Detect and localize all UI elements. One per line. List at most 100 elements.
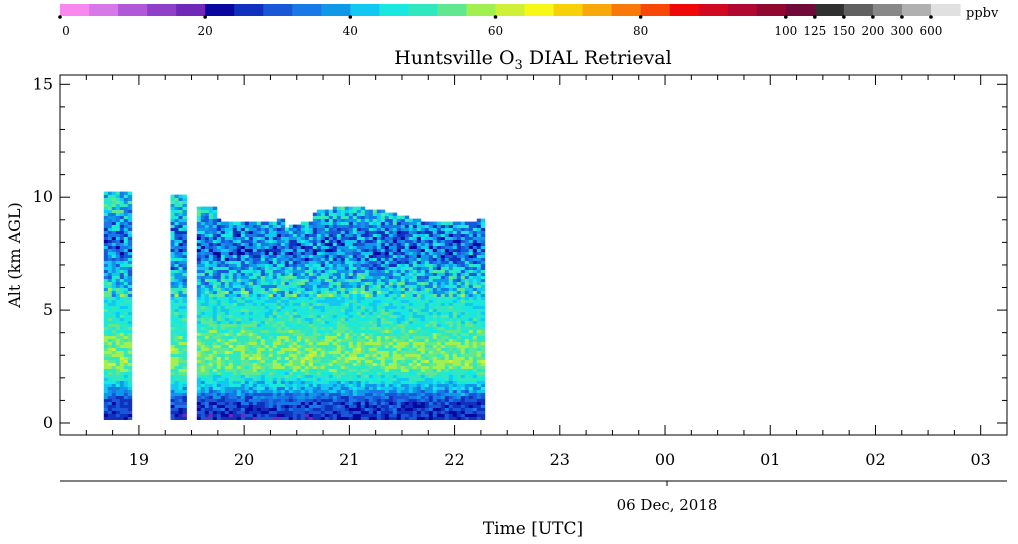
curtain-cell: [200, 356, 206, 360]
curtain-cell: [340, 368, 346, 372]
curtain-cell: [216, 269, 222, 273]
curtain-cell: [264, 263, 270, 267]
curtain-cell: [119, 368, 125, 372]
colorbar-tick: [929, 15, 933, 19]
curtain-cell: [308, 350, 314, 354]
curtain-cell: [236, 341, 242, 345]
colorbar: [60, 4, 961, 16]
curtain-cell: [372, 341, 378, 345]
curtain-cell: [424, 386, 430, 390]
curtain-cell: [400, 236, 406, 240]
curtain-cell: [196, 206, 202, 210]
curtain-cell: [268, 290, 274, 294]
curtain-cell: [384, 245, 390, 249]
curtain-cell: [216, 395, 222, 399]
curtain-cell: [200, 260, 206, 264]
curtain-cell: [432, 401, 438, 405]
curtain-cell: [252, 311, 258, 315]
curtain-cell: [364, 296, 370, 300]
curtain-cell: [216, 263, 222, 267]
curtain-cell: [348, 215, 354, 219]
curtain-cell: [412, 365, 418, 369]
curtain-cell: [372, 413, 378, 417]
curtain-cell: [436, 347, 442, 351]
curtain-cell: [300, 410, 306, 414]
curtain-cell: [248, 314, 254, 318]
curtain-cell: [332, 206, 338, 210]
curtain-cell: [115, 371, 121, 375]
curtain-cell: [396, 380, 402, 384]
curtain-cell: [208, 293, 214, 297]
curtain-cell: [260, 254, 266, 258]
curtain-cell: [344, 254, 350, 258]
colorbar-swatch: [553, 4, 584, 16]
curtain-cell: [216, 392, 222, 396]
curtain-cell: [400, 359, 406, 363]
curtain-cell: [107, 401, 113, 405]
curtain-cell: [332, 239, 338, 243]
curtain-cell: [432, 359, 438, 363]
curtain-cell: [396, 329, 402, 333]
curtain-cell: [360, 389, 366, 393]
curtain-cell: [420, 338, 426, 342]
curtain-cell: [216, 413, 222, 417]
curtain-cell: [344, 326, 350, 330]
curtain-cell: [204, 341, 210, 345]
curtain-cell: [368, 416, 374, 420]
curtain-cell: [276, 389, 282, 393]
curtain-cell: [178, 335, 183, 339]
curtain-cell: [420, 230, 426, 234]
curtain-cell: [119, 413, 125, 417]
curtain-cell: [408, 260, 414, 264]
curtain-cell: [368, 308, 374, 312]
curtain-cell: [256, 284, 262, 288]
curtain-cell: [364, 326, 370, 330]
curtain-cell: [204, 275, 210, 279]
curtain-cell: [308, 299, 314, 303]
curtain-cell: [412, 329, 418, 333]
curtain-cell: [392, 335, 398, 339]
curtain-cell: [320, 374, 326, 378]
curtain-cell: [196, 245, 202, 249]
curtain-cell: [103, 194, 109, 198]
curtain-cell: [296, 299, 302, 303]
curtain-cell: [412, 287, 418, 291]
curtain-cell: [380, 395, 386, 399]
curtain-cell: [324, 386, 330, 390]
curtain-cell: [232, 287, 238, 291]
curtain-cell: [428, 380, 434, 384]
curtain-cell: [103, 224, 109, 228]
curtain-cell: [380, 293, 386, 297]
curtain-cell: [300, 347, 306, 351]
curtain-cell: [400, 275, 406, 279]
curtain-cell: [178, 320, 183, 324]
curtain-cell: [316, 347, 322, 351]
curtain-cell: [174, 311, 179, 315]
curtain-cell: [212, 218, 218, 222]
curtain-cell: [256, 380, 262, 384]
curtain-cell: [115, 233, 121, 237]
curtain-cell: [240, 323, 246, 327]
curtain-cell: [304, 365, 310, 369]
curtain-cell: [368, 212, 374, 216]
curtain-cell: [232, 410, 238, 414]
curtain-cell: [103, 230, 109, 234]
curtain-cell: [216, 365, 222, 369]
curtain-cell: [364, 299, 370, 303]
curtain-cell: [364, 263, 370, 267]
curtain-cell: [392, 269, 398, 273]
curtain-cell: [428, 275, 434, 279]
curtain-cell: [228, 245, 234, 249]
curtain-cell: [212, 368, 218, 372]
curtain-cell: [107, 326, 113, 330]
curtain-cell: [244, 266, 250, 270]
curtain-cell: [196, 389, 202, 393]
curtain-cell: [304, 296, 310, 300]
curtain-cell: [115, 302, 121, 306]
curtain-cell: [244, 380, 250, 384]
curtain-cell: [292, 287, 298, 291]
curtain-cell: [328, 266, 334, 270]
curtain-cell: [312, 263, 318, 267]
curtain-cell: [416, 242, 422, 246]
curtain-cell: [396, 284, 402, 288]
